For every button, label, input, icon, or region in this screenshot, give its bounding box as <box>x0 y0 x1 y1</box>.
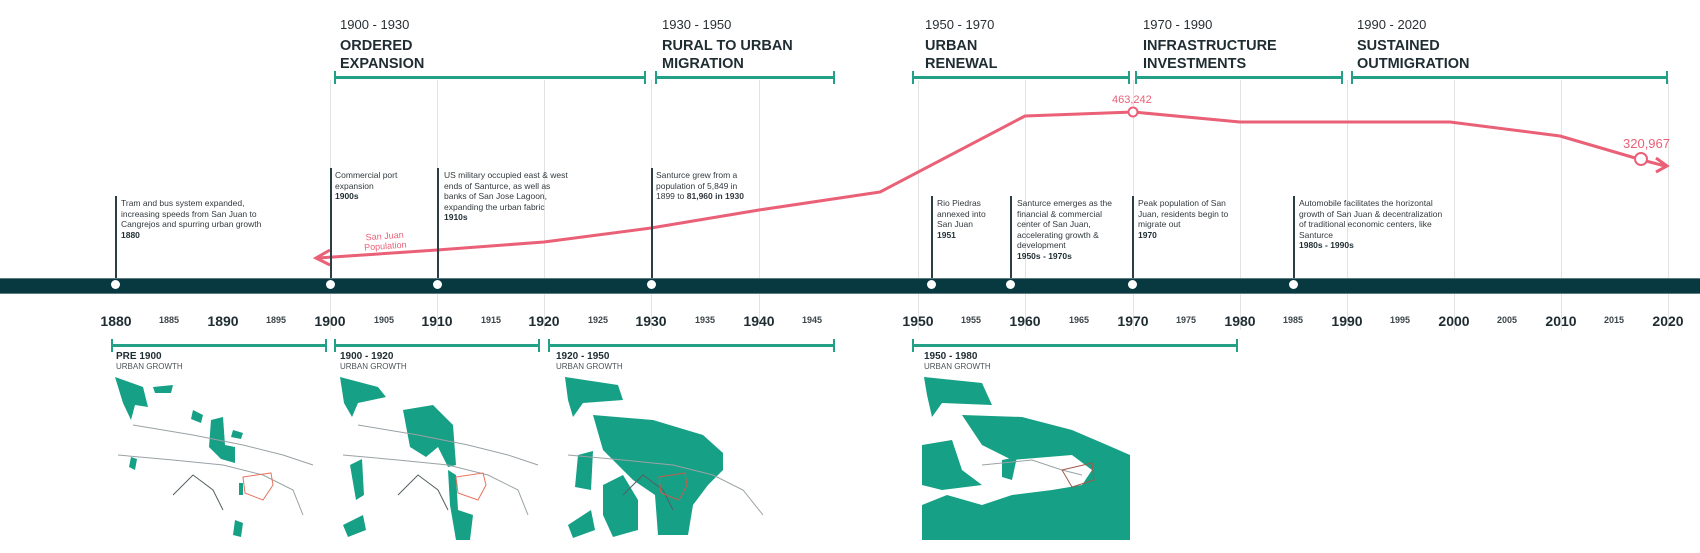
event-dot <box>1006 280 1015 289</box>
era-range: 1970 - 1990 <box>1143 17 1213 32</box>
urban-growth-map-1950-1980 <box>922 375 1130 540</box>
event-dot <box>1289 280 1298 289</box>
event-dot <box>1128 280 1137 289</box>
event-dot <box>326 280 335 289</box>
growth-span-1920-1950 <box>548 339 835 352</box>
event-date: 1880 <box>121 229 140 240</box>
event-date: 1910s <box>444 212 468 222</box>
era-span-bar <box>1351 71 1668 84</box>
end-marker <box>1634 152 1648 166</box>
event-dot <box>111 280 120 289</box>
event-text: Automobile facilitates the horizontal gr… <box>1299 198 1443 240</box>
era-span-bar <box>334 71 646 84</box>
growth-title: 1950 - 1980 <box>924 351 978 362</box>
growth-span-1900-1920 <box>334 339 540 352</box>
era-title: RURAL TO URBAN MIGRATION <box>662 38 793 72</box>
era-range: 1900 - 1930 <box>340 17 410 32</box>
event-text: Santurce emerges as the financial & comm… <box>1017 198 1112 250</box>
arrow-right-icon <box>1655 156 1670 174</box>
event-date: 81,960 in 1930 <box>686 191 744 201</box>
growth-subtitle: URBAN GROWTH <box>556 362 623 371</box>
event-text: US military occupied east & west ends of… <box>444 170 568 212</box>
event-date: 1951 <box>937 229 956 240</box>
event-date: 1950s - 1970s <box>1017 250 1072 261</box>
event-dot <box>647 280 656 289</box>
era-title: INFRASTRUCTURE INVESTMENTS <box>1143 38 1277 72</box>
growth-span-1950-1980 <box>912 339 1238 352</box>
growth-subtitle: URBAN GROWTH <box>340 362 407 371</box>
event-text: Tram and bus system expanded, increasing… <box>121 198 262 229</box>
population-series-label: San Juan Population <box>363 229 407 253</box>
arrow-left-icon <box>312 248 331 267</box>
end-population-label: 320,967 <box>1623 136 1670 151</box>
event-text: Commercial port expansion <box>335 170 398 191</box>
event-dot <box>927 280 936 289</box>
population-line-chart <box>312 106 1670 267</box>
era-title: ORDERED EXPANSION <box>340 38 425 72</box>
peak-marker <box>1127 106 1139 118</box>
era-title: SUSTAINED OUTMIGRATION <box>1357 38 1470 72</box>
event-date: 1970 <box>1138 229 1157 240</box>
event-date: 1980s - 1990s <box>1299 240 1354 250</box>
urban-growth-map-1920-1950 <box>563 375 773 540</box>
peak-population-label: 463,242 <box>1112 94 1152 106</box>
era-title: URBAN RENEWAL <box>925 38 998 72</box>
era-span-bar <box>912 71 1130 84</box>
growth-subtitle: URBAN GROWTH <box>924 362 991 371</box>
event-text: Peak population of San Juan, residents b… <box>1138 198 1229 229</box>
event-date: 1900s <box>335 191 359 201</box>
era-span-bar <box>655 71 835 84</box>
growth-title: 1900 - 1920 <box>340 351 394 362</box>
growth-title: PRE 1900 <box>116 351 162 362</box>
event-text: Rio Piedras annexed into San Juan <box>937 198 986 229</box>
event-text: Santurce grew from a population of 5,849… <box>656 170 738 201</box>
growth-title: 1920 - 1950 <box>556 351 610 362</box>
growth-span-pre1900 <box>111 339 327 352</box>
era-range: 1950 - 1970 <box>925 17 995 32</box>
urban-growth-map-pre1900 <box>113 375 328 540</box>
era-range: 1930 - 1950 <box>662 17 732 32</box>
era-range: 1990 - 2020 <box>1357 17 1427 32</box>
era-span-bar <box>1135 71 1343 84</box>
timeline-axis <box>0 278 1700 294</box>
growth-subtitle: URBAN GROWTH <box>116 362 183 371</box>
urban-growth-map-1900-1920 <box>338 375 543 540</box>
event-dot <box>433 280 442 289</box>
